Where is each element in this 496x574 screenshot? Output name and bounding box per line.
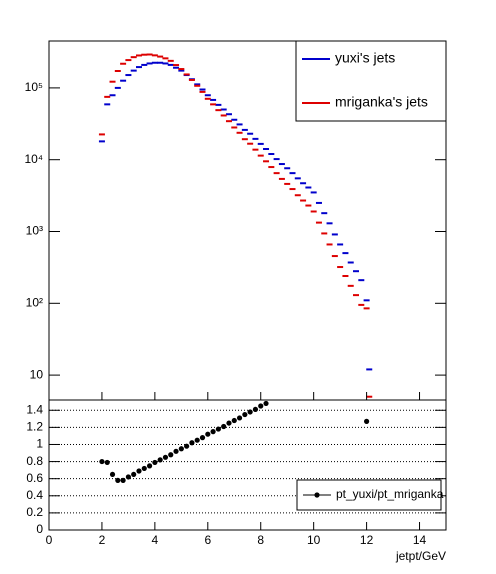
data-point [136, 468, 142, 474]
data-point [189, 440, 195, 446]
legend-box [295, 40, 447, 122]
y-tick-label: 10⁴ [24, 152, 43, 166]
y-tick-label: 10² [26, 295, 43, 309]
legend-label: yuxi's jets [335, 50, 395, 66]
data-point [236, 415, 243, 421]
legend-label: mriganka's jets [335, 94, 428, 110]
data-point [146, 463, 153, 469]
data-point [125, 474, 131, 480]
data-point [104, 459, 110, 466]
data-point [215, 426, 221, 432]
data-point [252, 406, 259, 413]
data-point [173, 448, 179, 454]
y-tick-label: 1 [36, 437, 43, 451]
y-tick-label: 0.6 [26, 471, 43, 485]
data-point [263, 400, 269, 407]
data-point [210, 429, 216, 435]
legend-label: pt_yuxi/pt_mriganka [336, 487, 444, 501]
x-tick-label: 2 [99, 533, 106, 547]
data-point [141, 465, 147, 472]
y-tick-label: 10³ [26, 224, 43, 238]
data-point [99, 458, 105, 465]
y-tick-label: 10⁵ [25, 80, 43, 94]
x-tick-label: 4 [152, 533, 159, 547]
data-point [162, 454, 169, 460]
x-tick-label: 0 [46, 533, 53, 547]
data-point [199, 435, 206, 441]
data-point [221, 423, 227, 430]
data-point [152, 459, 158, 466]
data-point [242, 411, 248, 418]
data-point [115, 477, 121, 483]
data-point [168, 452, 174, 458]
x-axis-label: jetpt/GeV [395, 549, 446, 563]
x-tick-label: 8 [257, 533, 264, 547]
data-point [120, 477, 126, 483]
data-point [184, 443, 190, 449]
x-tick-label: 10 [307, 533, 321, 547]
legend-marker [314, 492, 320, 498]
data-point [109, 471, 116, 478]
data-point [178, 446, 184, 452]
data-point [247, 409, 253, 415]
data-point [231, 417, 237, 424]
y-tick-label: 1.4 [26, 402, 43, 416]
y-tick-label: 1.2 [26, 420, 43, 434]
y-tick-label: 0.8 [26, 454, 43, 468]
x-tick-label: 6 [204, 533, 211, 547]
data-point [131, 471, 137, 478]
data-point [157, 457, 163, 463]
y-tick-label: 0.4 [26, 488, 43, 502]
y-tick-label: 10 [30, 367, 44, 381]
data-point [364, 418, 370, 424]
data-point [258, 403, 264, 409]
data-point [194, 437, 200, 443]
data-point [226, 420, 232, 426]
data-point [205, 431, 211, 437]
y-tick-label: 0.2 [26, 505, 43, 519]
y-tick-label: 0 [36, 522, 43, 536]
x-tick-label: 12 [360, 533, 374, 547]
x-tick-label: 14 [413, 533, 427, 547]
